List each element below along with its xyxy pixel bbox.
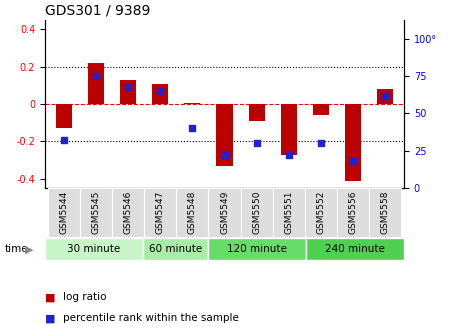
Bar xyxy=(185,103,200,104)
FancyBboxPatch shape xyxy=(208,238,306,260)
Bar xyxy=(249,104,264,121)
Text: GSM5548: GSM5548 xyxy=(188,191,197,234)
Text: GSM5547: GSM5547 xyxy=(156,191,165,234)
Point xyxy=(349,159,357,164)
Text: percentile rank within the sample: percentile rank within the sample xyxy=(63,313,239,323)
FancyBboxPatch shape xyxy=(273,188,305,237)
FancyBboxPatch shape xyxy=(306,238,404,260)
Text: 240 minute: 240 minute xyxy=(325,244,385,254)
Bar xyxy=(377,89,393,104)
Bar xyxy=(56,104,72,128)
FancyBboxPatch shape xyxy=(112,188,144,237)
Point xyxy=(189,126,196,131)
Point xyxy=(317,141,324,146)
Point xyxy=(221,153,228,158)
FancyBboxPatch shape xyxy=(337,188,369,237)
Text: 120 minute: 120 minute xyxy=(227,244,287,254)
FancyBboxPatch shape xyxy=(305,188,337,237)
Point xyxy=(61,138,68,143)
Bar xyxy=(281,104,297,155)
Text: time: time xyxy=(4,244,28,254)
Text: ▶: ▶ xyxy=(25,244,34,254)
FancyBboxPatch shape xyxy=(45,238,143,260)
FancyBboxPatch shape xyxy=(369,188,401,237)
Bar xyxy=(120,80,136,104)
Bar xyxy=(88,63,104,104)
Text: GSM5551: GSM5551 xyxy=(284,191,293,234)
Bar xyxy=(345,104,361,181)
Point xyxy=(285,153,292,158)
FancyBboxPatch shape xyxy=(144,188,176,237)
Text: ■: ■ xyxy=(45,292,55,302)
Text: 60 minute: 60 minute xyxy=(149,244,202,254)
Point xyxy=(92,74,100,79)
Bar xyxy=(216,104,233,166)
Bar xyxy=(313,104,329,115)
Point xyxy=(253,141,260,146)
Text: GSM5546: GSM5546 xyxy=(124,191,133,234)
FancyBboxPatch shape xyxy=(48,188,80,237)
FancyBboxPatch shape xyxy=(143,238,208,260)
Text: GDS301 / 9389: GDS301 / 9389 xyxy=(45,4,150,17)
Text: GSM5545: GSM5545 xyxy=(92,191,101,234)
Text: 30 minute: 30 minute xyxy=(67,244,120,254)
Bar xyxy=(152,84,168,104)
Text: GSM5558: GSM5558 xyxy=(380,191,389,234)
FancyBboxPatch shape xyxy=(80,188,112,237)
Text: log ratio: log ratio xyxy=(63,292,106,302)
Text: GSM5544: GSM5544 xyxy=(60,191,69,234)
Point xyxy=(157,88,164,94)
Text: ■: ■ xyxy=(45,313,55,323)
FancyBboxPatch shape xyxy=(241,188,273,237)
Text: GSM5549: GSM5549 xyxy=(220,191,229,234)
Text: GSM5550: GSM5550 xyxy=(252,191,261,234)
FancyBboxPatch shape xyxy=(208,188,241,237)
FancyBboxPatch shape xyxy=(176,188,208,237)
Point xyxy=(381,93,388,98)
Text: GSM5552: GSM5552 xyxy=(316,191,325,234)
Point xyxy=(125,84,132,89)
Text: GSM5556: GSM5556 xyxy=(348,191,357,234)
